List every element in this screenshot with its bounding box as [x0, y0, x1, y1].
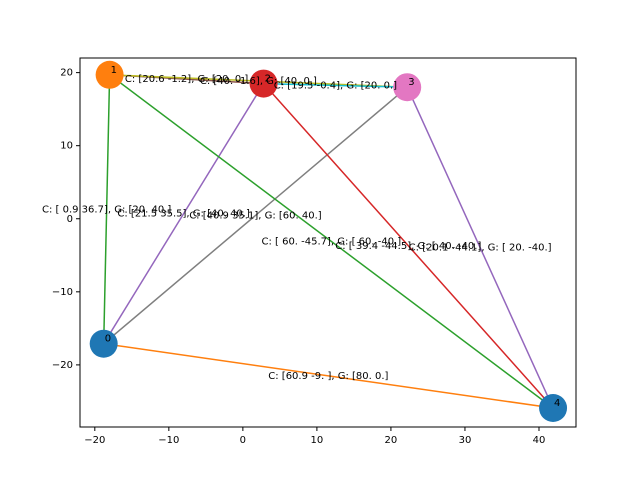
edge-2-3 — [263, 82, 408, 88]
node-label-1: 1 — [111, 65, 117, 76]
node-1 — [95, 60, 124, 89]
y-tick-label: 10 — [60, 141, 73, 152]
edge-label-3-4: C: [20.1 -44.1], G: [ 20. -40.] — [409, 243, 552, 254]
x-tick-label: −20 — [84, 435, 105, 446]
edge-label-2-4: C: [ 39.4 -44.5], G: [ 40. -40.] — [335, 241, 481, 252]
edge-0-3 — [103, 86, 408, 345]
y-tick-label: −10 — [52, 287, 73, 298]
node-2 — [249, 69, 278, 98]
node-label-0: 0 — [105, 334, 111, 345]
edge-0-1 — [102, 74, 111, 344]
edge-0-2 — [103, 83, 265, 345]
axes-frame — [79, 57, 577, 428]
edge-label-0-3: C: [40.9 35.1], G: [60. 40.] — [189, 210, 322, 221]
edges-layer — [102, 74, 554, 409]
edge-labels-layer: C: [ 0.9 36.7], G: [20. 40.]C: [21.5 35.… — [42, 74, 552, 382]
node-label-4: 4 — [554, 398, 560, 409]
edge-label-0-4: C: [60.9 -9. ], G: [80. 0.] — [268, 371, 388, 382]
edge-2-4 — [263, 83, 554, 409]
x-tick-label: 20 — [385, 435, 398, 446]
y-axis-ticks: −20 −10 0 10 20 — [52, 68, 80, 371]
edge-1-4 — [109, 74, 554, 409]
x-tick-label: 0 — [240, 435, 246, 446]
x-tick-label: 40 — [533, 435, 546, 446]
node-labels-layer: 0 1 2 3 4 — [105, 65, 561, 409]
edge-label-0-2: C: [21.5 35.5], G: [40. 40.] — [117, 209, 250, 220]
edge-0-4 — [103, 342, 554, 409]
edge-label-1-4: C: [ 60. -45.7], G: [ 60. -40.] — [261, 236, 401, 247]
y-tick-label: 20 — [60, 68, 73, 79]
edge-label-2-3: C: [19.5 -0.4], G: [20. 0.] — [274, 80, 397, 91]
x-axis-ticks: −20 −10 0 10 20 30 40 — [84, 427, 545, 446]
node-3 — [393, 73, 422, 102]
node-0 — [89, 329, 118, 358]
plot-area: 0 1 2 3 4 C: [ 0.9 36.7], G: [20. 40.]C: [21… — [42, 60, 568, 423]
node-label-3: 3 — [408, 77, 414, 88]
y-tick-label: −20 — [52, 360, 73, 371]
node-label-2: 2 — [265, 74, 271, 85]
x-tick-label: 10 — [311, 435, 324, 446]
x-tick-label: −10 — [158, 435, 179, 446]
edge-3-4 — [406, 86, 554, 409]
edge-label-1-3: C: [40. -1.6], G: [40. 0.] — [200, 76, 317, 87]
nodes-layer — [89, 60, 568, 423]
node-4 — [539, 394, 568, 423]
edge-label-0-1: C: [ 0.9 36.7], G: [20. 40.] — [42, 204, 171, 215]
x-tick-label: 30 — [459, 435, 472, 446]
y-tick-label: 0 — [67, 214, 73, 225]
edge-label-1-2: C: [20.6 -1.2], G: [20. 0.] — [125, 74, 248, 85]
